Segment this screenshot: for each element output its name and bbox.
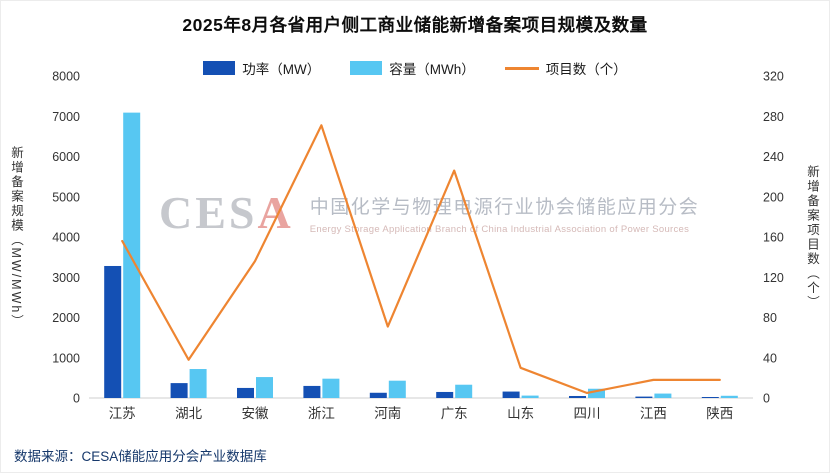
bar-power <box>436 391 454 398</box>
bar-power <box>635 396 653 398</box>
watermark-en-line: Energy Storage Application Branch of Chi… <box>309 223 690 235</box>
data-source: 数据来源：CESA储能应用分会产业数据库 <box>14 449 267 464</box>
right-axis-tick: 160 <box>763 231 784 245</box>
watermark-cn-line: 中国化学与物理电源行业协会储能应用分会 <box>309 196 700 218</box>
x-axis-label: 江苏 <box>109 406 136 421</box>
x-axis-label: 河南 <box>374 406 401 421</box>
legend-item-capacity: 容量（MWh） <box>350 58 475 78</box>
right-axis-title: 新增备案项目数（个） <box>805 164 819 310</box>
capacity-swatch-icon <box>350 61 383 75</box>
x-axis-label: 山东 <box>507 406 534 421</box>
line-swatch-icon <box>504 66 539 70</box>
bar-power <box>369 392 387 398</box>
left-axis-tick: 4000 <box>52 231 80 245</box>
legend-item-projects: 项目数（个） <box>504 58 627 78</box>
x-axis-label: 安徽 <box>242 406 269 421</box>
x-axis-label: 广东 <box>441 406 468 421</box>
right-axis-tick: 40 <box>763 351 777 365</box>
right-axis-tick: 200 <box>763 190 784 204</box>
bar-capacity <box>388 380 406 398</box>
bar-power <box>237 387 254 398</box>
bar-capacity <box>455 384 473 398</box>
left-axis-tick: 2000 <box>52 311 80 325</box>
bar-capacity <box>521 395 539 398</box>
x-axis-label: 四川 <box>574 406 601 421</box>
bar-capacity <box>123 112 141 398</box>
bar-power <box>170 383 188 398</box>
left-axis-tick: 8000 <box>52 70 80 84</box>
right-axis-tick: 120 <box>763 271 784 285</box>
legend-label-power: 功率（MW） <box>242 62 321 77</box>
bar-capacity <box>256 377 273 398</box>
power-swatch-icon <box>203 61 236 75</box>
left-axis-tick: 0 <box>73 392 80 406</box>
bar-power <box>303 385 321 398</box>
bar-capacity <box>720 395 738 398</box>
legend: 功率（MW） 容量（MWh） 项目数（个） <box>1 58 829 78</box>
left-axis-tick: 6000 <box>52 150 80 164</box>
right-axis-tick: 280 <box>763 110 784 124</box>
chart-title: 2025年8月各省用户侧工商业储能新增备案项目规模及数量 <box>182 15 648 35</box>
x-axis-label: 湖北 <box>175 406 202 421</box>
bar-capacity <box>322 378 340 398</box>
bar-power <box>701 397 719 398</box>
bar-power <box>104 265 122 398</box>
bar-power <box>569 395 586 398</box>
cesa-logo: CESA <box>159 187 294 238</box>
bar-capacity <box>654 393 672 398</box>
right-axis-tick: 240 <box>763 150 784 164</box>
left-axis-tick: 3000 <box>52 271 80 285</box>
watermark: CESA 中国化学与物理电源行业协会储能应用分会 Energy Storage … <box>159 190 699 236</box>
legend-item-power: 功率（MW） <box>203 58 320 78</box>
left-axis-title: 新增备案规模（MW/MWh） <box>9 145 23 329</box>
right-axis-tick: 320 <box>763 70 784 84</box>
x-axis-label: 陕西 <box>706 406 733 421</box>
line-project-count <box>121 124 721 395</box>
bar-capacity <box>189 369 207 398</box>
left-axis-tick: 1000 <box>52 351 80 365</box>
legend-label-capacity: 容量（MWh） <box>389 62 475 77</box>
bar-power <box>502 391 520 398</box>
left-axis-tick: 7000 <box>52 110 80 124</box>
right-axis-tick: 80 <box>763 311 777 325</box>
x-axis-label: 浙江 <box>308 406 335 421</box>
legend-label-projects: 项目数（个） <box>545 62 627 77</box>
x-axis-label: 江西 <box>640 406 667 421</box>
left-axis-tick: 5000 <box>52 190 80 204</box>
right-axis-tick: 0 <box>763 392 770 406</box>
bar-capacity <box>588 388 605 398</box>
watermark-text: 中国化学与物理电源行业协会储能应用分会 Energy Storage Appli… <box>310 192 700 235</box>
